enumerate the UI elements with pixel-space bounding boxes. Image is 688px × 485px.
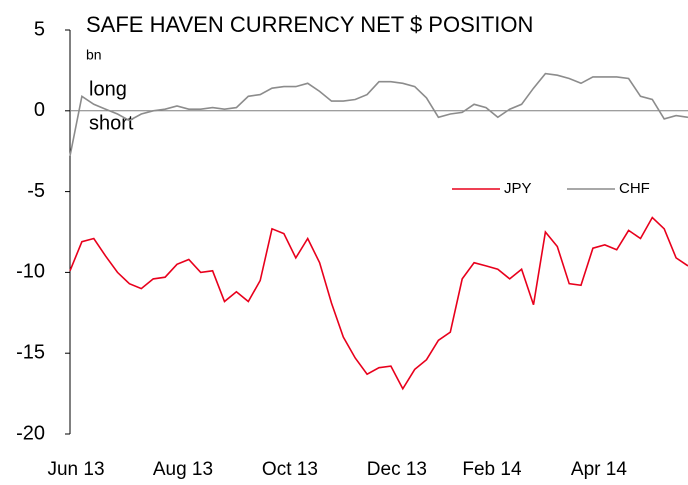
y-tick-label: -10: [16, 261, 45, 283]
x-tick-label: Jun 13: [47, 459, 104, 480]
y-tick-label: -20: [16, 422, 45, 444]
y-tick-label: 5: [34, 18, 45, 40]
series-line: [69, 216, 688, 391]
y-tick-label: -15: [16, 341, 45, 363]
x-tick-label: Oct 13: [262, 459, 318, 480]
annotation: long: [89, 78, 127, 100]
x-tick-label: Apr 14: [571, 459, 627, 480]
x-tick-label: Dec 13: [367, 459, 427, 480]
x-tick-label: Feb 14: [462, 459, 522, 480]
series-line: [69, 72, 688, 157]
chart-subtitle: bn: [86, 47, 102, 63]
chart-title: SAFE HAVEN CURRENCY NET $ POSITION: [86, 12, 533, 37]
legend-label: CHF: [619, 180, 650, 197]
x-tick-label: Aug 13: [153, 459, 213, 480]
annotation: short: [89, 112, 134, 134]
y-tick-label: 0: [34, 99, 45, 121]
y-tick-label: -5: [27, 180, 45, 202]
legend-label: JPY: [504, 180, 532, 197]
